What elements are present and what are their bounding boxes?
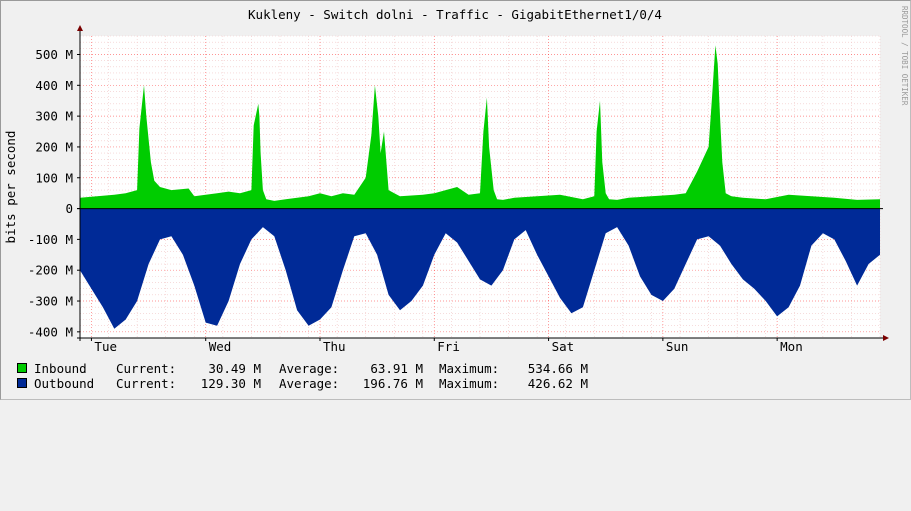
y-tick-label: -400 M [28, 324, 73, 339]
x-tick-label: Sun [666, 339, 689, 354]
y-tick-label: 500 M [35, 47, 73, 62]
inbound-current-value: 30.49 M [208, 361, 261, 376]
y-axis-arrow [77, 25, 83, 31]
inbound-label: Inbound [34, 361, 95, 376]
outbound-average-value: 196.76 M [362, 376, 423, 391]
outbound-area [80, 208, 880, 329]
outbound-current-value: 129.30 M [200, 376, 261, 391]
x-axis-arrow [883, 335, 889, 341]
x-tick-label: Sat [552, 339, 575, 354]
chart-title: Kukleny - Switch dolni - Traffic - Gigab… [248, 7, 662, 22]
series-layer [80, 45, 880, 329]
inbound-maximum-label: Maximum: [439, 361, 500, 376]
x-tick-label: Tue [94, 339, 117, 354]
axis-layer [77, 25, 889, 341]
inbound-current-label: Current: [116, 361, 177, 376]
x-tick-label: Thu [323, 339, 346, 354]
outbound-maximum-label: Maximum: [439, 376, 500, 391]
y-tick-label: 300 M [35, 109, 73, 124]
x-tick-label: Mon [780, 339, 803, 354]
x-tick-label: Wed [209, 339, 232, 354]
inbound-maximum-value: 534.66 M [527, 361, 588, 376]
legend-row-outbound: Outbound Current: 129.30 M Average: 196.… [17, 376, 588, 391]
inbound-average-value: 63.91 M [370, 361, 423, 376]
y-tick-label: -200 M [28, 263, 73, 278]
inbound-swatch [17, 363, 27, 373]
y-tick-label: 400 M [35, 78, 73, 93]
traffic-chart: 500 M 400 M 300 M 200 M 100 M 0 -100 M -200 M -3… [3, 6, 909, 354]
outbound-maximum-value: 426.62 M [527, 376, 588, 391]
inbound-average-label: Average: [279, 361, 340, 376]
y-tick-label: -300 M [28, 294, 73, 309]
outbound-label: Outbound [34, 376, 95, 391]
outbound-current-label: Current: [116, 376, 177, 391]
y-tick-label: -100 M [28, 232, 73, 247]
y-tick-label: 0 [65, 201, 73, 216]
legend-row-inbound: Inbound Current: 30.49 M Average: 63.91 … [17, 361, 588, 376]
inbound-area [80, 45, 880, 209]
y-tick-label: 200 M [35, 139, 73, 154]
outbound-swatch [17, 378, 27, 388]
x-tick-label: Fri [437, 339, 460, 354]
watermark-text: RRDTOOL / TOBI OETIKER [900, 6, 909, 106]
y-tick-label: 100 M [35, 170, 73, 185]
label-layer: 500 M 400 M 300 M 200 M 100 M 0 -100 M -200 M -3… [28, 47, 803, 354]
outbound-average-label: Average: [279, 376, 340, 391]
y-axis-label: bits per second [3, 131, 18, 244]
